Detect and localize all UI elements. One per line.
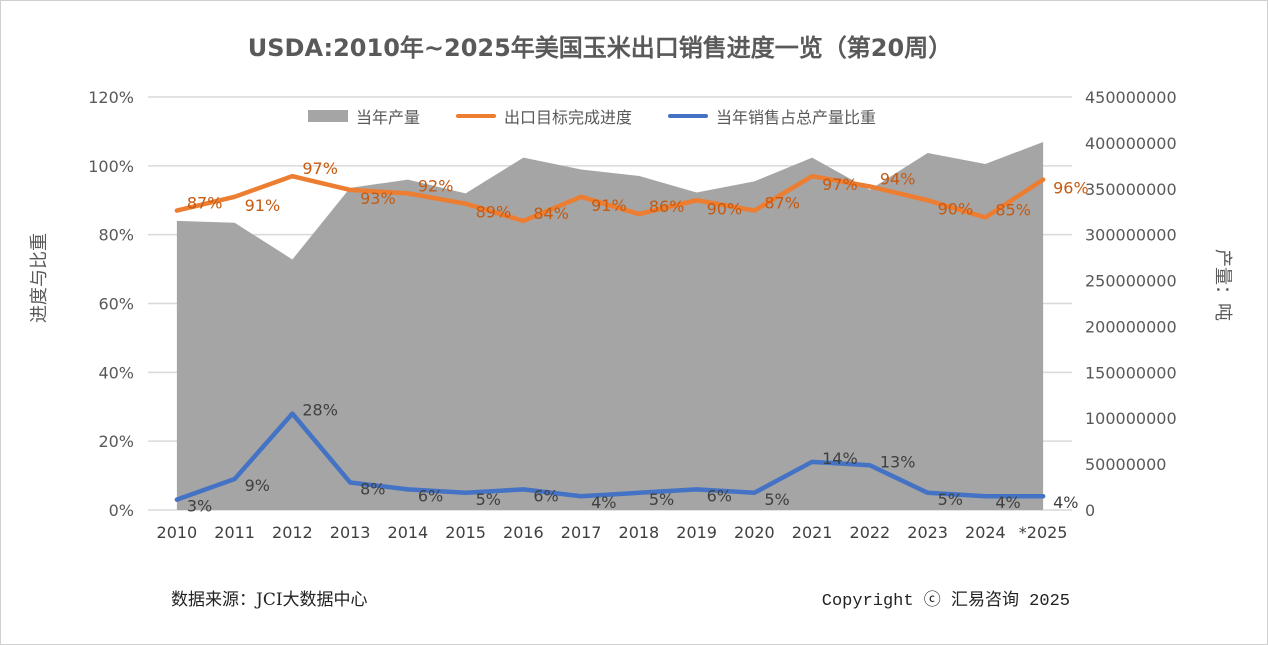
line-sales-ratio xyxy=(174,411,1046,502)
x-tick-label: 2024 xyxy=(965,523,1006,542)
data-label-sales-ratio: 28% xyxy=(302,401,338,420)
legend-swatch-export-progress xyxy=(456,114,497,118)
data-label-export-progress: 87% xyxy=(764,194,800,213)
legend: 当年产量 出口目标完成进度 当年销售占总产量比重 xyxy=(308,104,876,128)
data-label-sales-ratio: 5% xyxy=(476,490,501,509)
x-tick-label: 2020 xyxy=(734,523,775,542)
data-label-export-progress: 90% xyxy=(938,199,974,218)
data-label-export-progress: 96% xyxy=(1053,179,1089,198)
data-label-sales-ratio: 4% xyxy=(995,493,1020,512)
y-left-tick-label: 0% xyxy=(109,501,134,520)
legend-swatch-sales-ratio xyxy=(668,114,709,118)
y-right-tick-label: 100000000 xyxy=(1085,409,1177,428)
y-right-tick-label: 200000000 xyxy=(1085,317,1177,336)
data-label-export-progress: 97% xyxy=(822,175,858,194)
x-tick-label: 2015 xyxy=(445,523,486,542)
data-label-export-progress: 86% xyxy=(649,197,685,216)
x-tick-label: 2021 xyxy=(792,523,833,542)
legend-label-export-progress: 出口目标完成进度 xyxy=(504,108,633,127)
y-right-tick-label: 400000000 xyxy=(1085,134,1177,153)
legend-item-sales-ratio: 当年销售占总产量比重 xyxy=(668,104,876,128)
x-tick-label: 2010 xyxy=(157,523,198,542)
y-right-tick-label: 0 xyxy=(1085,501,1095,520)
data-label-export-progress: 92% xyxy=(418,176,454,195)
y-right-tick-label: 250000000 xyxy=(1085,272,1177,291)
data-source: 数据来源：JCI大数据中心 xyxy=(171,590,368,610)
data-label-sales-ratio: 14% xyxy=(822,449,858,468)
y-left-tick-label: 80% xyxy=(98,226,134,245)
y-left-tick-label: 120% xyxy=(88,88,134,107)
y-left-tick-label: 20% xyxy=(98,432,134,451)
legend-label-sales-ratio: 当年销售占总产量比重 xyxy=(716,108,877,127)
data-label-sales-ratio: 6% xyxy=(533,486,558,505)
data-label-sales-ratio: 6% xyxy=(418,486,443,505)
data-label-export-progress: 90% xyxy=(707,199,743,218)
x-tick-label: 2022 xyxy=(850,523,891,542)
data-label-sales-ratio: 4% xyxy=(1053,493,1078,512)
x-tick-label: 2012 xyxy=(272,523,313,542)
data-label-sales-ratio: 4% xyxy=(591,493,616,512)
x-tick-label: 2019 xyxy=(676,523,717,542)
data-label-sales-ratio: 5% xyxy=(649,490,674,509)
line-export-progress xyxy=(174,173,1046,224)
data-label-sales-ratio: 9% xyxy=(245,476,270,495)
data-label-export-progress: 85% xyxy=(995,200,1031,219)
data-label-sales-ratio: 5% xyxy=(938,490,963,509)
y-right-tick-label: 300000000 xyxy=(1085,226,1177,245)
x-tick-label: 2016 xyxy=(503,523,544,542)
y-left-tick-label: 40% xyxy=(98,363,134,382)
data-label-sales-ratio: 6% xyxy=(707,486,732,505)
y-right-tick-label: 450000000 xyxy=(1085,88,1177,107)
y-left-tick-label: 100% xyxy=(88,157,134,176)
x-tick-label: 2013 xyxy=(330,523,371,542)
y-right-tick-label: 50000000 xyxy=(1085,455,1166,474)
x-tick-label: 2017 xyxy=(561,523,602,542)
legend-item-export-progress: 出口目标完成进度 xyxy=(456,104,632,128)
x-tick-label: 2014 xyxy=(388,523,429,542)
data-label-export-progress: 87% xyxy=(187,194,223,213)
x-tick-label: 2011 xyxy=(214,523,255,542)
x-tick-label: 2018 xyxy=(619,523,660,542)
data-label-export-progress: 84% xyxy=(533,204,569,223)
data-label-export-progress: 97% xyxy=(302,159,338,178)
y-right-tick-label: 150000000 xyxy=(1085,363,1177,382)
area-production xyxy=(176,141,1044,510)
data-label-export-progress: 91% xyxy=(591,196,627,215)
data-label-export-progress: 91% xyxy=(245,196,281,215)
legend-label-production: 当年产量 xyxy=(356,108,421,127)
data-label-sales-ratio: 3% xyxy=(187,497,212,516)
y-right-tick-label: 350000000 xyxy=(1085,180,1177,199)
copyright: Copyright ⓒ 汇易咨询 2025 xyxy=(821,592,1070,611)
legend-swatch-production xyxy=(308,110,348,122)
y-left-tick-label: 60% xyxy=(98,295,134,314)
data-label-sales-ratio: 13% xyxy=(880,452,916,471)
chart-title: USDA:2010年~2025年美国玉米出口销售进度一览（第20周） xyxy=(247,34,953,62)
legend-item-production: 当年产量 xyxy=(308,104,420,128)
data-label-sales-ratio: 5% xyxy=(764,490,789,509)
data-label-export-progress: 94% xyxy=(880,169,916,188)
data-label-sales-ratio: 8% xyxy=(360,479,385,498)
data-label-export-progress: 89% xyxy=(476,203,512,222)
x-tick-label: 2023 xyxy=(907,523,948,542)
x-tick-label: *2025 xyxy=(1019,523,1068,542)
data-label-export-progress: 93% xyxy=(360,189,396,208)
